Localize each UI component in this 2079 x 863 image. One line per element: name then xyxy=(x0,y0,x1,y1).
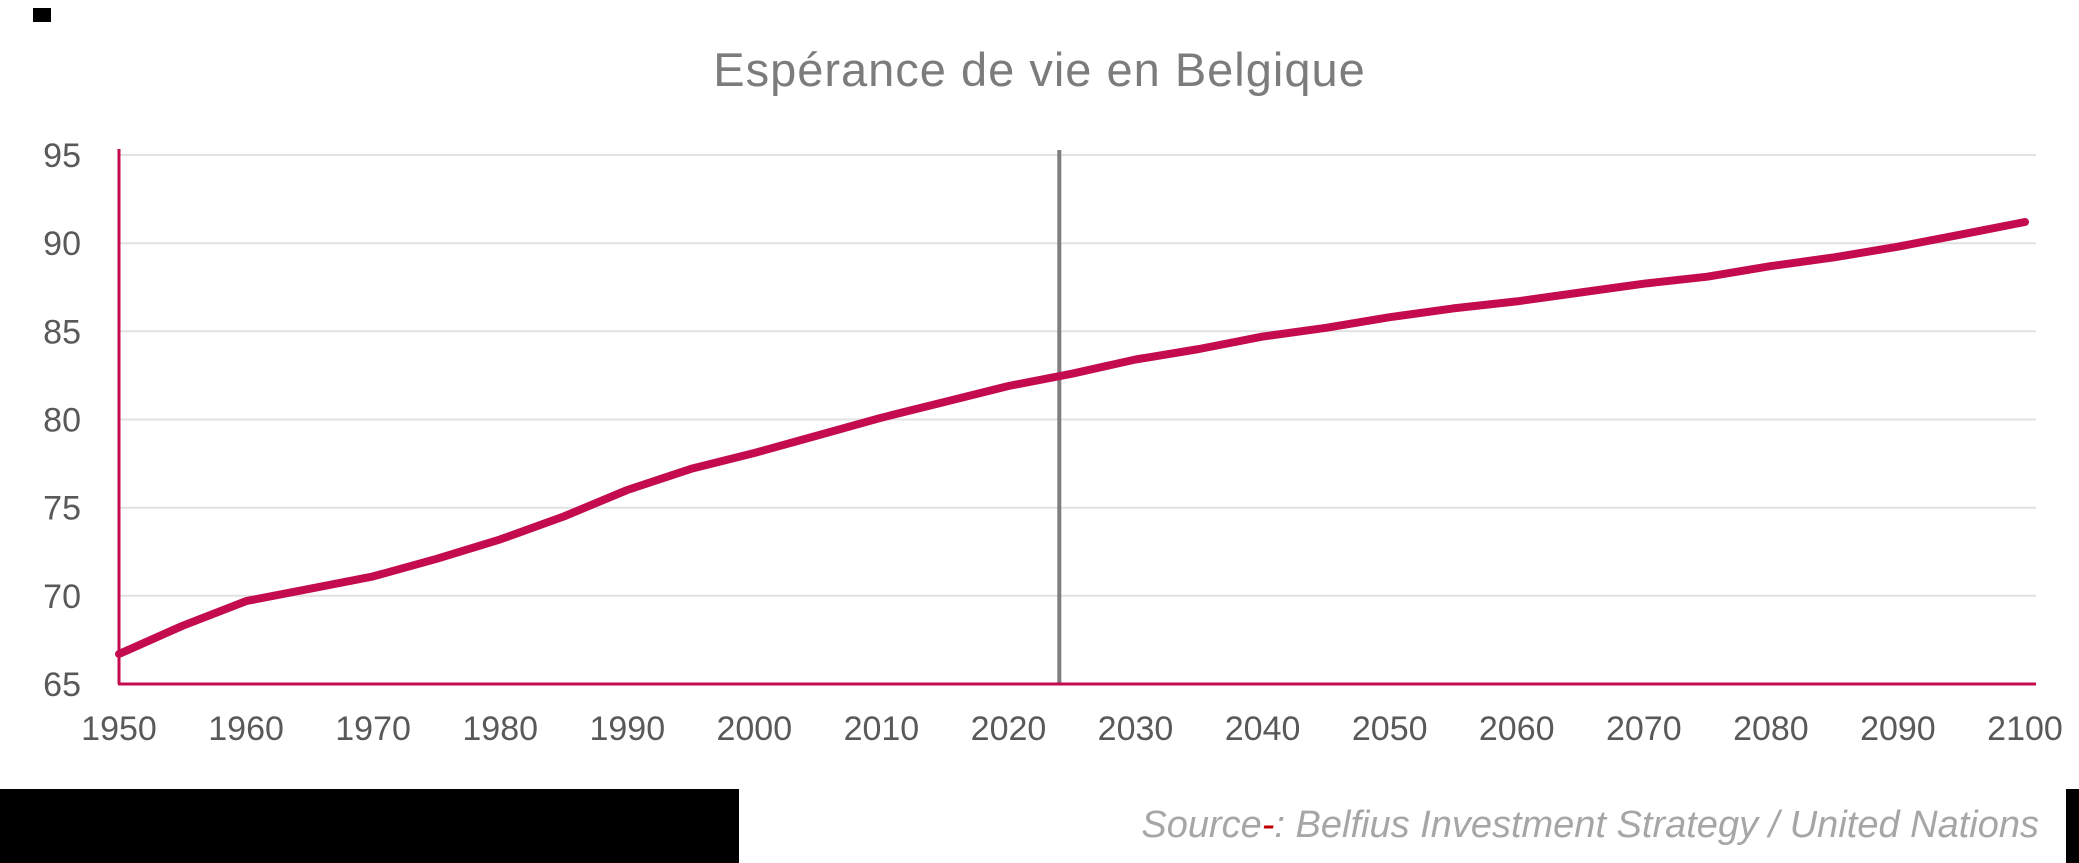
x-tick-label: 2030 xyxy=(1098,710,1174,748)
chart-title: Espérance de vie en Belgique xyxy=(713,43,1366,96)
x-tick-label: 1990 xyxy=(589,710,665,748)
source-text: : Belfius Investment Strategy / United N… xyxy=(1274,804,2039,846)
redacted-block-right xyxy=(2066,789,2079,863)
x-tick-label: 2090 xyxy=(1860,710,1936,748)
x-tick-label: 2070 xyxy=(1606,710,1682,748)
source-label: Source xyxy=(1141,804,1262,846)
y-tick-label: 70 xyxy=(43,578,81,616)
x-tick-label: 1970 xyxy=(335,710,411,748)
x-tick-label: 1950 xyxy=(81,710,157,748)
redacted-block-left xyxy=(0,789,739,863)
x-tick-label: 1960 xyxy=(208,710,284,748)
life-expectancy-line xyxy=(115,218,2029,658)
x-tick-label: 2100 xyxy=(1987,710,2063,748)
x-tick-label: 2020 xyxy=(971,710,1047,748)
y-tick-label: 90 xyxy=(43,225,81,263)
y-tick-label: 80 xyxy=(43,402,81,440)
redacted-mark-topleft xyxy=(33,8,51,22)
y-tick-label: 65 xyxy=(43,666,81,704)
y-tick-label: 95 xyxy=(43,137,81,175)
x-tick-label: 2080 xyxy=(1733,710,1809,748)
source-caption: Source-: Belfius Investment Strategy / U… xyxy=(1141,804,2039,847)
x-tick-label: 2040 xyxy=(1225,710,1301,748)
y-tick-label: 85 xyxy=(43,313,81,351)
x-tick-label: 1980 xyxy=(462,710,538,748)
x-tick-label: 2000 xyxy=(716,710,792,748)
source-dash: - xyxy=(1261,804,1275,846)
x-tick-label: 2050 xyxy=(1352,710,1428,748)
x-tick-label: 2010 xyxy=(844,710,920,748)
x-tick-label: 2060 xyxy=(1479,710,1555,748)
y-tick-label: 75 xyxy=(43,490,81,528)
